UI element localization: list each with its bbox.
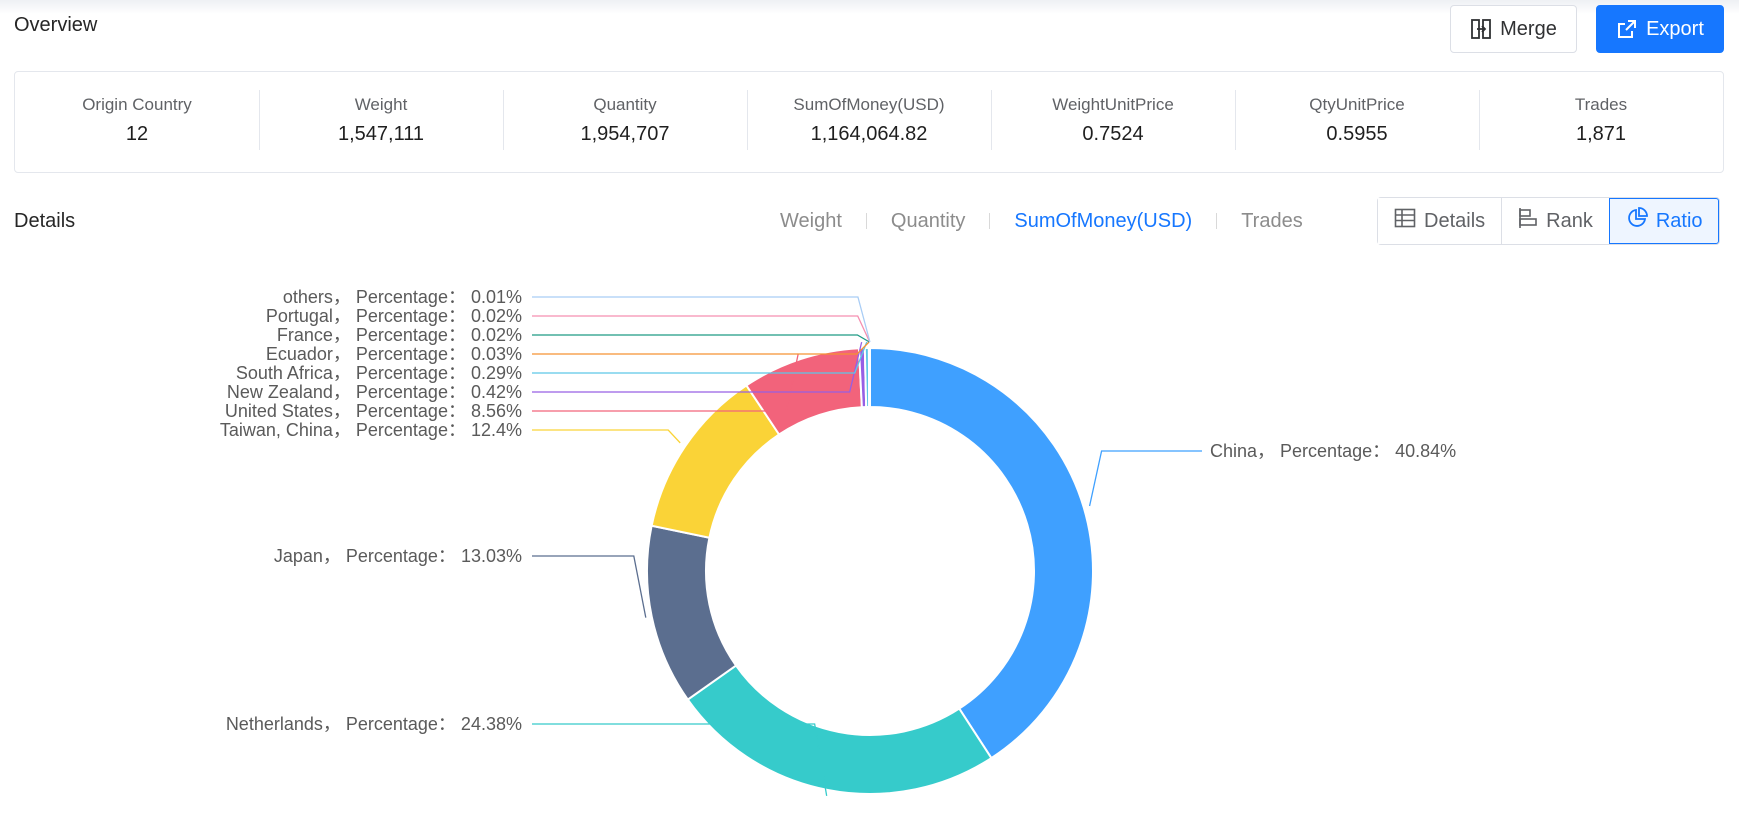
slice-label: Netherlands， Percentage： 24.38% xyxy=(226,714,522,734)
rank-view-label: Rank xyxy=(1546,209,1593,232)
stat-value: 1,954,707 xyxy=(580,122,670,145)
label-leader-line xyxy=(532,341,870,355)
overview-title: Overview xyxy=(14,14,98,36)
stat-trades: Trades 1,871 xyxy=(1479,72,1723,172)
overview-stats: Origin Country 12 Weight 1,547,111 Quant… xyxy=(14,71,1724,173)
rank-view-button[interactable]: Rank xyxy=(1501,198,1609,244)
export-button[interactable]: Export xyxy=(1596,5,1724,53)
slice-label: Japan， Percentage： 13.03% xyxy=(274,546,522,566)
tab-sum-of-money[interactable]: SumOfMoney(USD) xyxy=(1014,209,1193,232)
label-leader-line xyxy=(532,315,871,343)
slice-label: China， Percentage： 40.84% xyxy=(1210,441,1456,461)
slice-label: United States， Percentage： 8.56% xyxy=(225,401,522,421)
donut-slice-netherlands[interactable] xyxy=(686,664,993,795)
label-leader-line xyxy=(532,555,647,618)
label-leader-line xyxy=(532,341,863,393)
donut-slice-taiwan-china[interactable] xyxy=(650,384,781,539)
slice-label: France， Percentage： 0.02% xyxy=(277,325,522,345)
details-title: Details xyxy=(14,210,76,232)
stat-value: 1,547,111 xyxy=(337,122,424,145)
slice-label: Portugal， Percentage： 0.02% xyxy=(266,306,522,326)
tab-divider xyxy=(989,213,991,229)
ratio-donut-chart: China， Percentage： 40.84% Netherlands， Pe… xyxy=(220,287,1456,796)
tab-trades[interactable]: Trades xyxy=(1241,209,1303,232)
label-leader-line xyxy=(532,341,868,374)
details-view-label: Details xyxy=(1424,209,1486,232)
slice-label: Taiwan, China， Percentage： 12.4% xyxy=(220,420,522,440)
stat-label: SumOfMoney(USD) xyxy=(793,94,945,114)
donut-slice-japan[interactable] xyxy=(646,524,738,701)
stat-label: Weight xyxy=(354,94,408,114)
stat-origin-country: Origin Country 12 xyxy=(15,72,259,172)
stat-label: Trades xyxy=(1574,94,1628,114)
view-toggle-group: Details Rank Ratio xyxy=(1377,197,1720,245)
label-leader-line xyxy=(532,429,681,444)
stat-sum-of-money: SumOfMoney(USD) 1,164,064.82 xyxy=(747,72,991,172)
label-leader-line xyxy=(1088,450,1202,507)
stat-value: 1,164,064.82 xyxy=(810,122,928,145)
stat-weight: Weight 1,547,111 xyxy=(259,72,503,172)
top-shadow xyxy=(0,0,1739,14)
stat-qty-unit-price: QtyUnitPrice 0.5955 xyxy=(1235,72,1479,172)
table-icon xyxy=(1394,208,1416,234)
stat-label: Quantity xyxy=(593,94,657,114)
slice-label: others， Percentage： 0.01% xyxy=(283,287,522,307)
stat-label: QtyUnitPrice xyxy=(1309,94,1405,114)
slice-label: South Africa， Percentage： 0.29% xyxy=(236,363,522,383)
stat-label: Origin Country xyxy=(82,94,192,114)
tab-divider xyxy=(1216,213,1218,229)
label-leader-line xyxy=(532,723,828,796)
slice-label: Ecuador， Percentage： 0.03% xyxy=(266,344,522,364)
merge-button[interactable]: Merge xyxy=(1450,5,1577,53)
stat-value: 1,871 xyxy=(1575,122,1627,145)
tab-quantity[interactable]: Quantity xyxy=(890,209,966,232)
pie-chart-icon xyxy=(1626,207,1648,235)
stat-value: 0.7524 xyxy=(1082,122,1144,145)
export-label: Export xyxy=(1646,17,1704,40)
stat-weight-unit-price: WeightUnitPrice 0.7524 xyxy=(991,72,1235,172)
metric-tabs: Weight Quantity SumOfMoney(USD) Trades xyxy=(780,208,1303,234)
ratio-view-label: Ratio xyxy=(1655,209,1703,232)
stat-value: 12 xyxy=(125,122,149,145)
merge-icon xyxy=(1470,18,1492,40)
merge-label: Merge xyxy=(1500,17,1557,40)
ratio-view-button[interactable]: Ratio xyxy=(1608,198,1719,244)
export-icon xyxy=(1616,18,1638,40)
stat-quantity: Quantity 1,954,707 xyxy=(503,72,747,172)
slice-label: New Zealand， Percentage： 0.42% xyxy=(227,382,522,402)
label-leader-line xyxy=(532,296,871,343)
label-leader-line xyxy=(532,334,870,343)
stat-label: WeightUnitPrice xyxy=(1052,94,1174,114)
tab-weight[interactable]: Weight xyxy=(780,209,842,232)
donut-slice-china[interactable] xyxy=(869,346,1094,760)
details-view-button[interactable]: Details xyxy=(1378,198,1502,244)
rank-icon xyxy=(1518,207,1538,235)
stat-value: 0.5955 xyxy=(1326,122,1388,145)
tab-divider xyxy=(865,213,867,229)
